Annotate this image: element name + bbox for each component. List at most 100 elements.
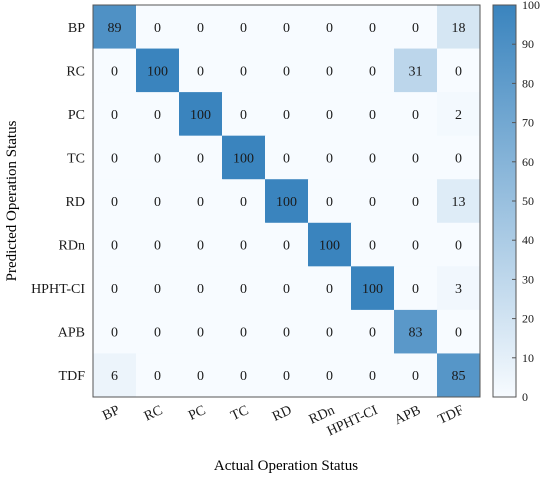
heatmap-cell [265, 179, 309, 224]
cell-value-label: 0 [240, 369, 247, 384]
cell-value-label: 0 [111, 64, 118, 79]
heatmap-cell [351, 48, 395, 93]
cell-value-label: 0 [283, 282, 290, 297]
cell-value-label: 89 [108, 21, 122, 36]
heatmap-cell [394, 309, 438, 354]
heatmap-cell [93, 353, 137, 398]
colorbar-tick-label: 30 [522, 272, 534, 286]
heatmap-cell [93, 179, 137, 224]
cell-value-label: 0 [455, 64, 462, 79]
x-tick-label: PC [186, 403, 208, 424]
y-tick-label: PC [68, 108, 85, 123]
colorbar-tick-labels: 0 10 20 30 40 50 60 70 80 90 100 [512, 0, 540, 404]
colorbar-tick-label: 60 [522, 155, 534, 169]
cell-value-label: 0 [197, 151, 204, 166]
cell-value-label: 0 [197, 369, 204, 384]
heatmap-cell [265, 5, 309, 50]
heatmap-cell [136, 266, 180, 311]
cell-value-label: 0 [412, 239, 419, 254]
heatmap-cell [136, 309, 180, 354]
cell-value-label: 100 [233, 151, 254, 166]
heatmap-cell [93, 266, 137, 311]
cell-value-label: 0 [412, 282, 419, 297]
plot-frame [92, 4, 481, 398]
x-tick-label: BP [100, 403, 122, 424]
x-tick-label: RC [142, 403, 165, 424]
cell-value-label: 0 [240, 64, 247, 79]
heatmap-cell [93, 5, 137, 50]
cell-value-label: 0 [240, 21, 247, 36]
heatmap-cell [394, 92, 438, 137]
y-tick-label: BP [68, 21, 85, 36]
cell-value-label: 0 [154, 369, 161, 384]
cell-value-label: 6 [111, 369, 118, 384]
x-tick-label: RD [270, 403, 294, 425]
heatmap-cell [179, 179, 223, 224]
colorbar-tick-label: 70 [522, 116, 534, 130]
heatmap-cell [351, 5, 395, 50]
cell-value-label: 0 [369, 64, 376, 79]
cell-value-label: 0 [283, 326, 290, 341]
heatmap-cell [394, 222, 438, 267]
heatmap-cell [394, 266, 438, 311]
heatmap-cell [179, 92, 223, 137]
y-tick-label: RC [66, 64, 85, 79]
colorbar-tick-label: 40 [522, 233, 534, 247]
heatmap-cell [394, 135, 438, 180]
cell-value-label: 0 [326, 108, 333, 123]
heatmap-cell [179, 48, 223, 93]
cell-value-label: 100 [276, 195, 297, 210]
cell-value-label: 0 [283, 369, 290, 384]
heatmap-cell [308, 135, 352, 180]
colorbar-tick-label: 20 [522, 312, 534, 326]
heatmap-cell [222, 5, 266, 50]
cell-value-label: 0 [369, 151, 376, 166]
heatmap-cell [308, 92, 352, 137]
cell-value-label: 0 [326, 195, 333, 210]
heatmap-cell [394, 353, 438, 398]
cell-value-label: 0 [197, 282, 204, 297]
colorbar-tick-label: 0 [522, 390, 528, 404]
colorbar-tick-label: 100 [522, 0, 540, 12]
heatmap-cells [93, 5, 481, 398]
cell-value-label: 0 [326, 282, 333, 297]
y-tick-label: RDn [59, 239, 85, 254]
heatmap-cell [308, 48, 352, 93]
heatmap-cell [308, 353, 352, 398]
heatmap-cell [93, 48, 137, 93]
cell-value-label: 0 [369, 21, 376, 36]
heatmap-cell [136, 179, 180, 224]
cell-value-label: 18 [452, 21, 466, 36]
cell-value-label: 0 [240, 239, 247, 254]
colorbar-tick-label: 80 [522, 76, 534, 90]
cell-value-label: 0 [154, 151, 161, 166]
cell-value-label: 0 [455, 326, 462, 341]
heatmap-cell [437, 266, 481, 311]
y-axis-title: Predicted Operation Status [4, 120, 20, 281]
heatmap-cell [308, 266, 352, 311]
cell-value-label: 0 [283, 151, 290, 166]
x-tick-label: TDF [436, 403, 467, 428]
heatmap-cell [222, 135, 266, 180]
cell-value-label: 13 [452, 195, 466, 210]
cell-value-label: 0 [369, 108, 376, 123]
heatmap-cell [93, 135, 137, 180]
cell-value-label: 0 [154, 195, 161, 210]
heatmap-cell [351, 179, 395, 224]
heatmap-cell [136, 5, 180, 50]
heatmap-cell [308, 5, 352, 50]
cell-value-label: 0 [326, 151, 333, 166]
cell-value-label: 0 [154, 326, 161, 341]
y-tick-label: HPHT-CI [31, 282, 85, 297]
colorbar-tick-label: 90 [522, 37, 534, 51]
cell-value-label: 0 [412, 369, 419, 384]
cell-value-label: 83 [409, 326, 423, 341]
heatmap-cell [222, 353, 266, 398]
heatmap-cell [265, 222, 309, 267]
heatmap-cell [136, 135, 180, 180]
heatmap-cell [437, 92, 481, 137]
cell-value-label: 0 [111, 195, 118, 210]
heatmap-cell [394, 5, 438, 50]
cell-value-label: 0 [197, 21, 204, 36]
